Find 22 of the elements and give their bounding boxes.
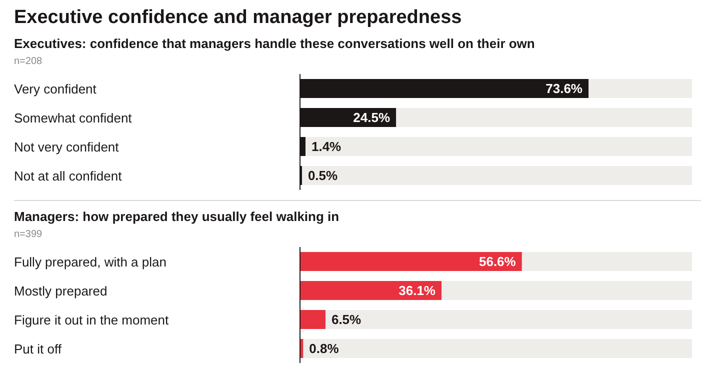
data-label: 36.1% <box>398 283 436 298</box>
data-label: 73.6% <box>546 81 583 96</box>
text: n=208 <box>13 55 44 69</box>
data-label: 1.4% <box>311 139 342 154</box>
y-tick-label: Figure it out in the moment <box>14 312 170 328</box>
y-tick-label: Very confident <box>14 82 97 96</box>
chart-title: Executive confidence and manager preparedness <box>13 6 463 29</box>
data-label: 0.8% <box>309 341 340 356</box>
data-label: 6.5% <box>331 312 362 327</box>
bar <box>300 310 326 329</box>
data-label: 56.6% <box>478 254 516 269</box>
chart-subtitle: Executives: confidence that managers handle these conversations well on their own <box>13 35 536 52</box>
data-label: 0.5% <box>308 168 338 183</box>
y-tick-label: Not very confident <box>14 140 120 154</box>
y-tick-label: Not at all confident <box>14 168 122 184</box>
y-tick-label: Mostly prepared <box>14 284 108 298</box>
y-tick-label: Fully prepared, with a plan <box>14 254 166 270</box>
text: Managers: how prepared they usually feel walking in <box>13 208 340 225</box>
y-tick-label: Somewhat confident <box>14 110 132 126</box>
text: n=399 <box>13 228 44 242</box>
y-tick-label: Put it off <box>14 342 62 356</box>
data-label: 24.5% <box>353 110 390 125</box>
